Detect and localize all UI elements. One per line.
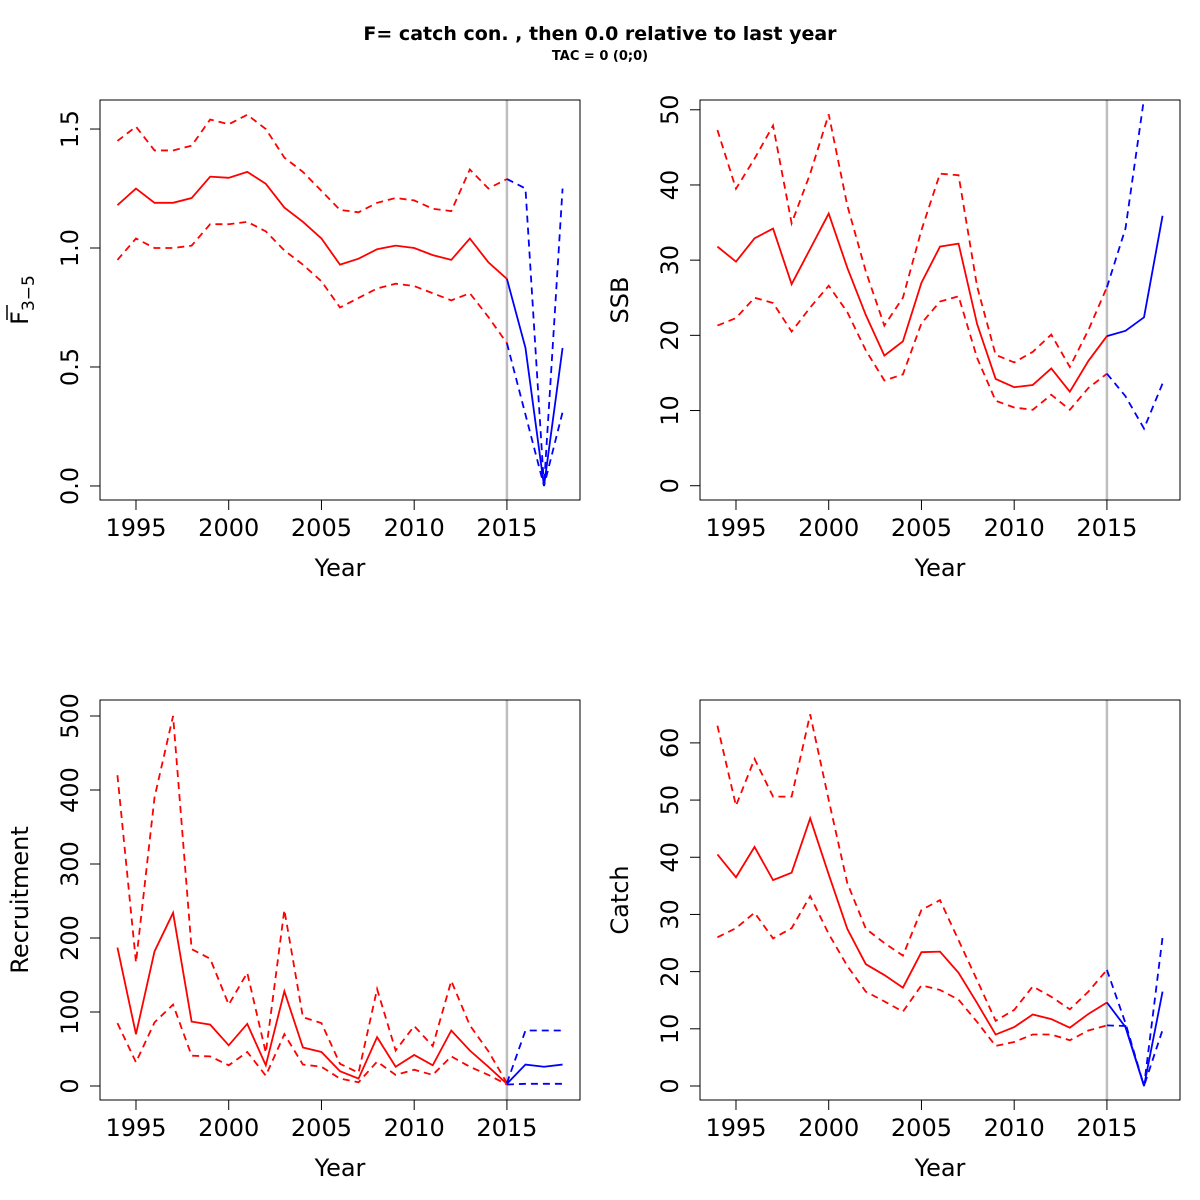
y-axis-label-main: Catch (606, 865, 634, 934)
series-line (1106, 1024, 1164, 1089)
x-tick-label: 2000 (198, 514, 259, 542)
x-tick-label: 2010 (384, 514, 445, 542)
x-tick-label: 1995 (705, 1114, 766, 1142)
series-line (1106, 215, 1164, 337)
series-line (716, 211, 1108, 394)
plot-area (116, 100, 564, 500)
x-tick-label: 2015 (476, 514, 537, 542)
x-axis-label: Year (914, 1154, 966, 1182)
series-line (506, 178, 564, 487)
y-tick-label: 0 (56, 1078, 84, 1093)
plot-frame (99, 699, 581, 1101)
y-tick-label: 10 (656, 1014, 684, 1045)
series-line (506, 1082, 563, 1086)
series-line (717, 284, 1108, 412)
panel: 1995 2000 2005 2010 2015 0 100 200 300 400 500 Year… (6, 693, 581, 1182)
x-tick-label: 2015 (1076, 1114, 1137, 1142)
y-axis-label: Recruitment (6, 826, 34, 973)
x-axis-label: Year (914, 554, 966, 582)
series-line (116, 170, 508, 280)
plot-area (116, 700, 563, 1100)
plot-frame (699, 699, 1181, 1101)
y-axis-label: Catch (606, 865, 634, 934)
y-tick-label: 30 (656, 899, 684, 930)
plot-frame (99, 99, 581, 501)
series-line (506, 278, 564, 487)
series-line (116, 909, 508, 1085)
y-tick-label: 10 (656, 395, 684, 426)
x-tick-label: 2015 (476, 1114, 537, 1142)
y-axis-label-sub: 3−5 (19, 275, 39, 311)
x-tick-label: 1995 (105, 1114, 166, 1142)
y-tick-label: 1.0 (56, 229, 84, 267)
series-line (1106, 100, 1145, 288)
y-tick-label: 400 (56, 767, 84, 813)
x-tick-label: 2000 (198, 1114, 259, 1142)
x-tick-label: 1995 (705, 514, 766, 542)
y-tick-label: 100 (56, 989, 84, 1035)
x-tick-label: 2015 (1076, 514, 1137, 542)
x-tick-label: 1995 (105, 514, 166, 542)
series-line (716, 815, 1108, 1036)
series-line (116, 220, 508, 344)
x-tick-label: 2005 (291, 514, 352, 542)
series-line (116, 1003, 508, 1086)
y-tick-label: 0.5 (56, 348, 84, 386)
y-tick-label: 0 (656, 478, 684, 493)
y-tick-label: 1.5 (56, 110, 84, 148)
y-axis-label-main: Recruitment (6, 826, 34, 973)
x-tick-label: 2010 (984, 514, 1045, 542)
y-tick-label: 40 (656, 842, 684, 873)
y-tick-label: 20 (656, 956, 684, 987)
x-tick-label: 2005 (891, 514, 952, 542)
y-tick-label: 50 (656, 785, 684, 816)
series-line (506, 1029, 563, 1084)
x-tick-label: 2000 (798, 1114, 859, 1142)
x-tick-label: 2005 (891, 1114, 952, 1142)
x-axis-label: Year (314, 554, 366, 582)
series-line (716, 114, 1108, 369)
panel: 1995 2000 2005 2010 2015 0.0 0.5 1.0 1.5 Year F3−5 (6, 99, 581, 582)
y-tick-label: 300 (56, 841, 84, 887)
y-axis-label: F3−5 (6, 275, 39, 325)
x-tick-label: 2010 (384, 1114, 445, 1142)
y-tick-label: 60 (656, 728, 684, 759)
y-axis-label: SSB (606, 277, 634, 324)
series-line (506, 1063, 563, 1085)
y-tick-label: 50 (656, 95, 684, 126)
series-line (506, 342, 564, 487)
series-line (716, 714, 1108, 1023)
chart-title: F= catch con. , then 0.0 relative to las… (363, 23, 837, 45)
panel: 1995 2000 2005 2010 2015 0 10 20 30 40 50 60 Year Cat… (606, 699, 1181, 1182)
series-line (116, 113, 508, 214)
plot-area (716, 100, 1164, 500)
plot-area (716, 700, 1164, 1100)
y-tick-label: 20 (656, 320, 684, 351)
x-tick-label: 2000 (798, 514, 859, 542)
y-tick-label: 0 (656, 1078, 684, 1093)
y-tick-label: 500 (56, 693, 84, 739)
y-tick-label: 40 (656, 170, 684, 201)
panel: 1995 2000 2005 2010 2015 0 10 20 30 40 50 Year SSB (606, 95, 1181, 582)
x-tick-label: 2010 (984, 1114, 1045, 1142)
series-line (116, 715, 508, 1084)
y-tick-label: 0.0 (56, 467, 84, 505)
y-axis-label-main: SSB (606, 277, 634, 324)
x-tick-label: 2005 (291, 1114, 352, 1142)
x-axis-label: Year (314, 1154, 366, 1182)
y-tick-label: 200 (56, 915, 84, 961)
plot-frame (699, 99, 1181, 501)
series-line (1106, 373, 1164, 431)
series-line (717, 894, 1108, 1047)
y-tick-label: 30 (656, 245, 684, 276)
chart-subtitle: TAC = 0 (0;0) (552, 49, 648, 64)
y-axis-label-main: F (6, 311, 34, 325)
